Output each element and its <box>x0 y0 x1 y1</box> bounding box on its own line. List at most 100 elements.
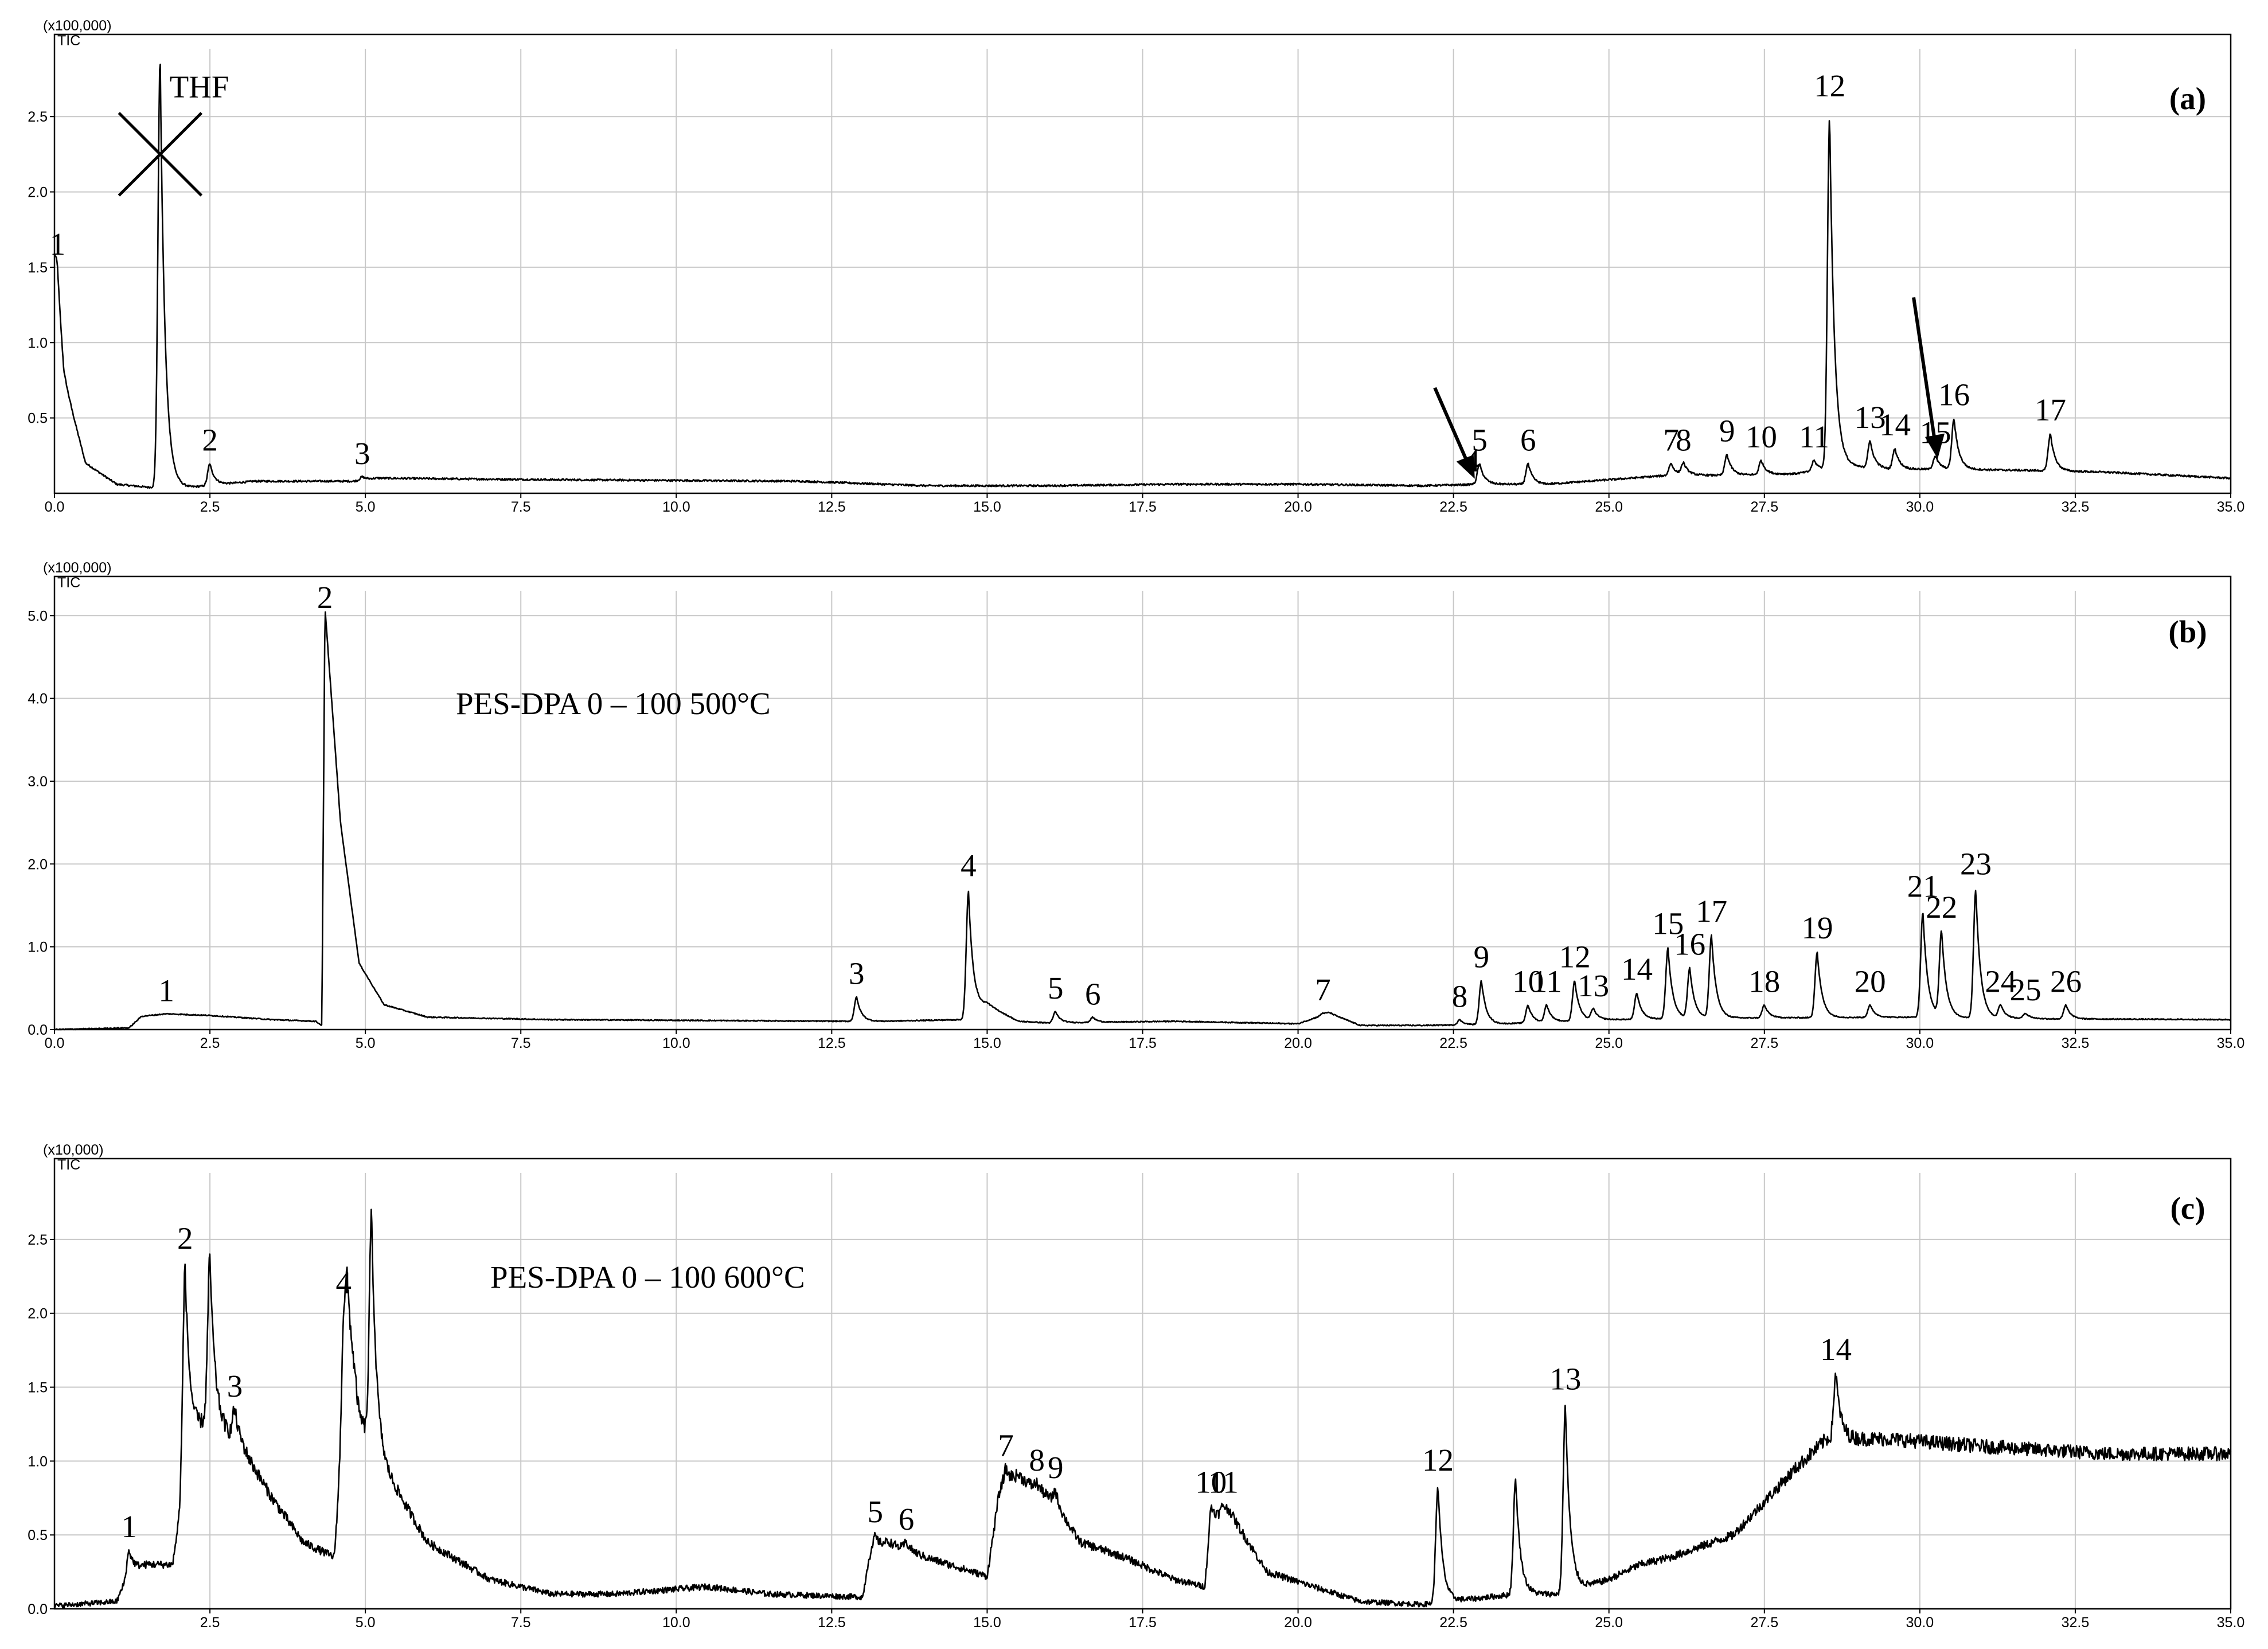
peak-label: 25 <box>2010 972 2041 1007</box>
x-tick-label: 15.0 <box>973 499 1001 515</box>
x-tick-label: 15.0 <box>973 1035 1001 1051</box>
peak-label: 9 <box>1048 1450 1064 1485</box>
peak-label: 7 <box>1663 422 1679 457</box>
x-tick-label: 15.0 <box>973 1615 1001 1631</box>
x-tick-label: 22.5 <box>1439 1615 1467 1631</box>
peak-label: 10 <box>1746 419 1777 454</box>
peak-label: 18 <box>1748 964 1780 999</box>
peak-label: 3 <box>849 956 865 991</box>
peak-label: 7 <box>998 1428 1014 1463</box>
x-tick-label: 27.5 <box>1750 1035 1778 1051</box>
x-tick-label: 35.0 <box>2217 1615 2245 1631</box>
x-tick-label: 12.5 <box>818 1035 846 1051</box>
peak-label: 16 <box>1674 927 1705 962</box>
peak-label: 12 <box>1814 68 1845 103</box>
peak-label: 6 <box>1520 422 1536 457</box>
y-tick-label: 0.5 <box>28 1527 48 1543</box>
peak-label: 3 <box>227 1369 243 1404</box>
x-tick-label: 12.5 <box>818 1615 846 1631</box>
trace-label: TIC <box>57 1157 80 1173</box>
x-tick-label: 35.0 <box>2217 1035 2245 1051</box>
peak-label: 8 <box>1029 1443 1045 1478</box>
x-tick-label: 27.5 <box>1750 1615 1778 1631</box>
panel-title: PES-DPA 0 – 100 600°C <box>490 1260 805 1295</box>
peak-label: 2 <box>177 1221 193 1256</box>
peak-label: 1 <box>50 227 66 262</box>
y-tick-label: 1.0 <box>28 335 48 351</box>
peak-label: 15 <box>1652 906 1684 941</box>
peak-label: 14 <box>1820 1332 1852 1367</box>
peak-label: 10 <box>1195 1465 1227 1500</box>
peak-label: 11 <box>1799 419 1829 454</box>
x-tick-label: 2.5 <box>200 1035 220 1051</box>
x-tick-label: 5.0 <box>356 1615 376 1631</box>
peak-label: 8 <box>1676 422 1692 457</box>
x-tick-label: 10.0 <box>662 1035 690 1051</box>
peak-label: 12 <box>1422 1443 1454 1478</box>
x-tick-label: 30.0 <box>1906 499 1934 515</box>
peak-label: 5 <box>868 1494 884 1529</box>
peak-label: 6 <box>899 1502 915 1537</box>
peak-label: 9 <box>1474 939 1490 974</box>
peak-label: 14 <box>1621 952 1653 987</box>
x-tick-label: 25.0 <box>1595 499 1623 515</box>
x-tick-label: 2.5 <box>200 499 220 515</box>
x-tick-label: 22.5 <box>1439 1035 1467 1051</box>
x-tick-label: 0.0 <box>45 499 65 515</box>
trace-label: TIC <box>57 33 80 49</box>
y-tick-label: 1.0 <box>28 1453 48 1469</box>
peak-label: 2 <box>317 580 333 615</box>
plot-frame <box>53 575 2232 1031</box>
y-tick-label: 2.5 <box>28 1232 48 1248</box>
peak-label: 1 <box>158 973 174 1008</box>
peak-label: 4 <box>961 848 977 883</box>
peak-label: 23 <box>1960 847 1992 882</box>
y-scale-label: (x100,000) <box>43 560 112 576</box>
panel-b: 0.0 2.5 5.0 7.5 10.0 12.5 15.0 17.5 20.0 22.5 25.0… <box>28 560 2244 1051</box>
x-tick-label: 5.0 <box>356 499 376 515</box>
peak-4-arrow <box>1433 387 1471 467</box>
y-tick-label: 3.0 <box>28 774 48 790</box>
peak-label: 21 <box>1907 869 1939 904</box>
y-scale-label: (x100,000) <box>43 18 112 34</box>
panel-letter: (b) <box>2168 614 2207 649</box>
peak-label: 13 <box>1549 1361 1581 1396</box>
peak-15-arrowhead <box>1925 433 1945 459</box>
y-tick-label: 1.5 <box>28 1380 48 1396</box>
x-tick-label: 7.5 <box>511 1615 531 1631</box>
y-scale-label: (x10,000) <box>43 1142 104 1158</box>
x-tick-label: 30.0 <box>1906 1035 1934 1051</box>
panel-c: 2.5 5.0 7.5 10.0 12.5 15.0 17.5 20.0 22.5 25.0 27.… <box>28 1142 2244 1631</box>
y-tick-label: 4.0 <box>28 691 48 707</box>
peak-label: 16 <box>1938 377 1970 412</box>
x-tick-label: 27.5 <box>1750 499 1778 515</box>
y-tick-label: 2.0 <box>28 856 48 872</box>
x-tick-label: 17.5 <box>1129 1615 1157 1631</box>
peak-label: 19 <box>1801 910 1833 945</box>
x-tick-label: 10.0 <box>662 499 690 515</box>
x-tick-label: 32.5 <box>2062 1615 2090 1631</box>
x-tick-label: 2.5 <box>200 1615 220 1631</box>
tic-trace <box>53 63 2232 489</box>
trace-label: TIC <box>57 575 80 591</box>
peak-label: 17 <box>2035 392 2066 427</box>
x-tick-label: 17.5 <box>1129 1035 1157 1051</box>
y-tick-label: 0.5 <box>28 411 48 427</box>
peak-label: 13 <box>1855 400 1886 435</box>
x-tick-label: 30.0 <box>1906 1615 1934 1631</box>
x-tick-label: 20.0 <box>1284 1035 1312 1051</box>
plot-frame <box>53 33 2232 494</box>
x-tick-label: 25.0 <box>1595 1615 1623 1631</box>
peak-label: 7 <box>1315 972 1331 1007</box>
peak-label: 2 <box>202 422 218 457</box>
peak-label: 26 <box>2050 964 2082 999</box>
peak-label: 20 <box>1855 964 1886 999</box>
tic-trace <box>53 1209 2232 1609</box>
cross-mark-line <box>118 112 203 197</box>
peak-label: 11 <box>1532 964 1562 999</box>
peak-label: 5 <box>1471 422 1488 457</box>
peak-label: 10 <box>1512 964 1544 999</box>
x-tick-label: 7.5 <box>511 1035 531 1051</box>
x-tick-label: 32.5 <box>2062 499 2090 515</box>
